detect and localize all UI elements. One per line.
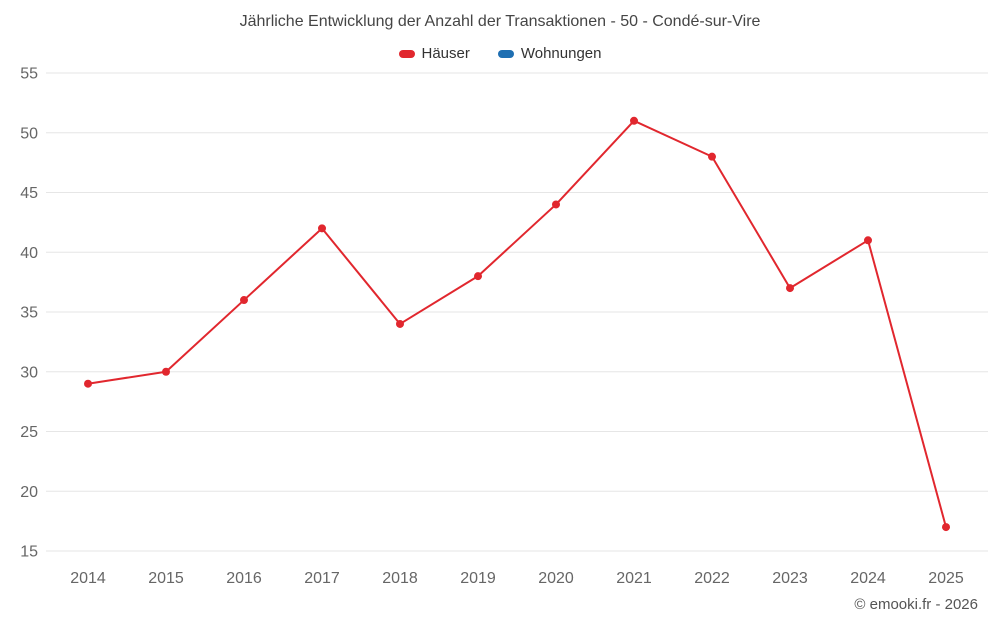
data-point — [630, 116, 638, 125]
chart-title: Jährliche Entwicklung der Anzahl der Tra… — [239, 13, 761, 30]
x-tick-label: 2022 — [694, 570, 730, 587]
data-point — [162, 367, 170, 376]
x-tick-label: 2020 — [538, 570, 574, 587]
x-tick-label: 2015 — [148, 570, 184, 587]
legend-item-wohnungen[interactable]: Wohnungen — [497, 45, 602, 62]
series-line-häuser — [87, 119, 947, 528]
y-tick-label: 25 — [20, 424, 38, 441]
legend-swatch-icon — [398, 49, 415, 58]
data-point — [786, 284, 794, 293]
data-point — [396, 319, 404, 328]
x-tick-label: 2016 — [226, 570, 262, 587]
data-point — [240, 296, 248, 305]
data-point — [318, 224, 326, 233]
x-tick-label: 2018 — [382, 570, 418, 587]
legend: Häuser Wohnungen — [0, 45, 1000, 62]
legend-swatch-icon — [497, 49, 514, 58]
y-tick-label: 55 — [20, 66, 38, 83]
x-tick-label: 2025 — [928, 570, 964, 587]
x-tick-label: 2023 — [772, 570, 808, 587]
y-tick-label: 15 — [20, 544, 38, 561]
x-tick-label: 2014 — [70, 570, 106, 587]
data-point — [84, 379, 92, 388]
legend-label: Wohnungen — [520, 45, 602, 62]
data-point — [474, 272, 482, 281]
data-point — [552, 200, 560, 209]
legend-item-häuser[interactable]: Häuser — [398, 45, 470, 62]
y-tick-label: 35 — [20, 305, 38, 322]
data-point — [942, 523, 950, 532]
x-tick-label: 2024 — [850, 570, 886, 587]
y-tick-label: 40 — [20, 245, 38, 262]
y-tick-label: 30 — [20, 364, 38, 381]
data-point — [708, 152, 716, 161]
credit-text: © emooki.fr - 2026 — [854, 596, 978, 613]
y-tick-label: 50 — [20, 125, 38, 142]
y-tick-label: 20 — [20, 484, 38, 501]
x-tick-label: 2021 — [616, 570, 652, 587]
x-tick-label: 2019 — [460, 570, 496, 587]
legend-label: Häuser — [421, 45, 470, 62]
data-point — [864, 236, 872, 245]
y-tick-label: 45 — [20, 185, 38, 202]
x-tick-label: 2017 — [304, 570, 340, 587]
